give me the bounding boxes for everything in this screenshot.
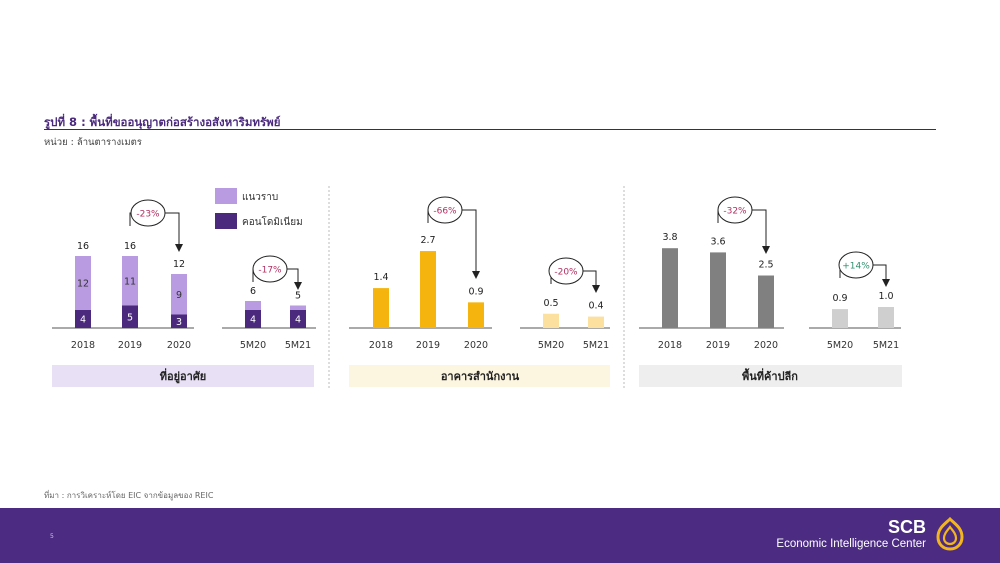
brand-subtitle: Economic Intelligence Center	[776, 538, 926, 550]
bar-5m21	[588, 316, 604, 328]
data-label-2020: 0.9	[468, 286, 483, 297]
bar-landed-5m20	[245, 301, 261, 310]
source-note: ที่มา : การวิเคราะห์โดย EIC จากข้อมูลของ…	[44, 491, 214, 500]
change-bubble	[548, 257, 584, 285]
legend-swatch-condo	[215, 213, 237, 229]
data-label-2019: 2.7	[420, 235, 435, 246]
segment-label-condo-2019: 5	[127, 312, 133, 323]
bar-2020	[468, 302, 484, 328]
bar-condo-2020	[171, 314, 187, 328]
bar-condo-2019	[122, 305, 138, 328]
change-bubble	[252, 255, 288, 283]
data-label-2018: 1.4	[373, 272, 388, 283]
data-label-5m20: 0.9	[832, 293, 847, 304]
bar-2018	[662, 248, 678, 328]
change-arrow	[870, 264, 890, 287]
total-label-2020: 12	[173, 259, 185, 270]
change-bubble	[130, 199, 166, 227]
segment-label-condo-5m21: 4	[295, 315, 301, 326]
bar-condo-2018	[75, 310, 91, 328]
brand-name: SCB	[887, 517, 926, 537]
legend-swatch-landed	[215, 188, 237, 204]
x-tick-label-5m20: 5M20	[827, 340, 853, 351]
panel-label: พื้นที่ค้าปลีก	[742, 368, 798, 383]
panel-label-band	[349, 365, 610, 387]
change-bubble	[717, 196, 753, 224]
bar-2019	[710, 252, 726, 328]
change-arrow	[580, 270, 600, 293]
segment-label-landed-2019: 11	[124, 276, 136, 287]
segment-label-condo-2018: 4	[80, 315, 86, 326]
bar-2018	[373, 288, 389, 328]
x-tick-label-2018: 2018	[71, 340, 95, 351]
bar-5m21	[878, 307, 894, 328]
legend-label-condo: คอนโดมิเนียม	[242, 215, 303, 228]
change-label: -32%	[723, 207, 747, 217]
segment-label-condo-5m20: 4	[250, 315, 256, 326]
bar-2020	[758, 275, 774, 328]
panel-label-band	[52, 365, 314, 387]
x-tick-label-2018: 2018	[369, 340, 393, 351]
x-tick-label-5m21: 5M21	[285, 340, 311, 351]
data-label-2020: 2.5	[758, 260, 773, 271]
data-label-2018: 3.8	[662, 232, 677, 243]
change-arrow	[162, 212, 183, 252]
legend-label-landed: แนวราบ	[242, 192, 278, 203]
x-tick-label-5m21: 5M21	[583, 340, 609, 351]
bar-condo-5m20	[245, 310, 261, 328]
bar-landed-2019	[122, 256, 138, 306]
data-label-5m21: 1.0	[878, 291, 893, 302]
x-tick-label-5m20: 5M20	[538, 340, 564, 351]
change-bubble	[838, 251, 874, 279]
change-arrow	[749, 209, 770, 254]
page-number: 5	[50, 533, 54, 540]
change-label: +14%	[842, 262, 870, 272]
x-tick-label-2020: 2020	[464, 340, 488, 351]
segment-label-landed-2018: 12	[77, 279, 89, 290]
change-label: -17%	[258, 266, 282, 276]
scb-logo-icon	[936, 516, 964, 551]
change-arrow	[459, 209, 480, 279]
segment-label-landed-2020: 9	[176, 290, 182, 301]
bar-condo-5m21	[290, 310, 306, 328]
x-tick-label-2020: 2020	[754, 340, 778, 351]
data-label-2019: 3.6	[710, 236, 725, 247]
x-tick-label-2019: 2019	[118, 340, 142, 351]
figure-title: รูปที่ 8 : พื้นที่ขออนุญาตก่อสร้างอสังหา…	[44, 115, 281, 129]
total-label-2018: 16	[77, 241, 89, 252]
x-tick-label-5m20: 5M20	[240, 340, 266, 351]
bar-landed-5m21	[290, 305, 306, 310]
panel-label: อาคารสำนักงาน	[441, 370, 520, 383]
x-tick-label-2018: 2018	[658, 340, 682, 351]
data-label-5m21: 0.4	[588, 301, 603, 312]
x-tick-label-5m21: 5M21	[873, 340, 899, 351]
total-label-2019: 16	[124, 241, 136, 252]
change-bubble	[427, 196, 463, 224]
x-tick-label-2020: 2020	[167, 340, 191, 351]
change-label: -20%	[554, 268, 578, 278]
bar-landed-2018	[75, 256, 91, 310]
total-label-5m20: 6	[250, 286, 256, 297]
title-divider	[44, 129, 936, 130]
bar-2019	[420, 251, 436, 328]
bar-landed-2020	[171, 274, 187, 315]
bar-5m20	[832, 309, 848, 328]
change-label: -23%	[136, 210, 160, 220]
x-tick-label-2019: 2019	[416, 340, 440, 351]
unit-label: หน่วย : ล้านตารางเมตร	[44, 137, 142, 148]
segment-label-condo-2020: 3	[176, 317, 182, 328]
data-label-5m20: 0.5	[543, 298, 558, 309]
footer-bar	[0, 508, 1000, 563]
total-label-5m21: 5	[295, 291, 301, 302]
panel-label-band	[639, 365, 902, 387]
change-arrow	[284, 268, 302, 290]
change-label: -66%	[433, 207, 457, 217]
bar-charts: ที่อยู่อาศัย 2018 4 12 16 2019 5 11 16 2020 3 9 12 -2…	[52, 186, 902, 390]
x-tick-label-2019: 2019	[706, 340, 730, 351]
panel-label: ที่อยู่อาศัย	[160, 368, 207, 384]
bar-5m20	[543, 313, 559, 328]
